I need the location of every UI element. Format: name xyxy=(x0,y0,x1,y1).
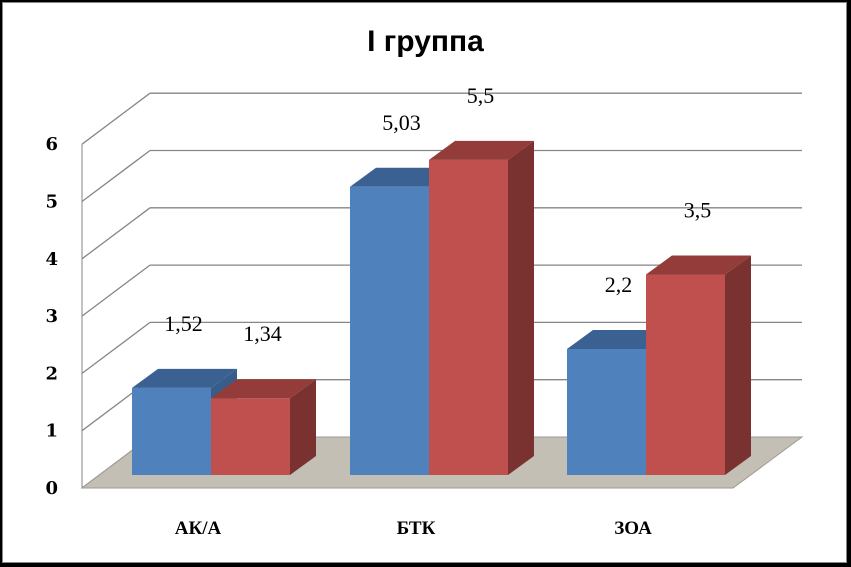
y-tick-label: 5 xyxy=(45,192,58,213)
bar xyxy=(350,186,429,475)
bar xyxy=(211,398,290,475)
data-label: 3,5 xyxy=(684,197,712,222)
chart-title: I группа xyxy=(367,25,484,58)
bar-top xyxy=(646,255,751,275)
wall-diagonal xyxy=(81,149,151,203)
wall-diagonal xyxy=(81,207,151,260)
bar-side xyxy=(508,140,534,475)
bar-side xyxy=(290,379,316,475)
wall-diagonal xyxy=(81,264,151,317)
bar-top xyxy=(429,140,534,160)
data-label: 2,2 xyxy=(605,272,633,297)
bar-top xyxy=(350,167,455,187)
bar xyxy=(646,274,725,475)
bar-side xyxy=(725,255,751,475)
x-category-label: БТК xyxy=(397,518,436,539)
data-label: 5,5 xyxy=(467,83,495,108)
bar-top xyxy=(211,379,316,399)
y-tick-label: 1 xyxy=(45,421,58,442)
x-category-label: ЗОА xyxy=(614,518,652,539)
y-tick-label: 0 xyxy=(45,478,58,499)
bar-top xyxy=(132,368,237,388)
y-tick-label: 4 xyxy=(45,249,58,270)
data-label: 1,52 xyxy=(164,311,203,336)
data-label: 5,03 xyxy=(382,110,421,135)
y-tick-label: 2 xyxy=(45,363,58,384)
wall-diagonal xyxy=(81,92,151,145)
y-tick-label: 3 xyxy=(45,306,58,327)
wall-diagonal xyxy=(81,321,151,374)
y-tick-label: 6 xyxy=(45,134,58,155)
x-category-label: АК/А xyxy=(175,518,222,539)
bar-top xyxy=(567,329,672,349)
data-label: 1,34 xyxy=(243,321,282,346)
bar xyxy=(429,159,508,475)
bar xyxy=(132,387,211,475)
bar xyxy=(567,348,646,475)
